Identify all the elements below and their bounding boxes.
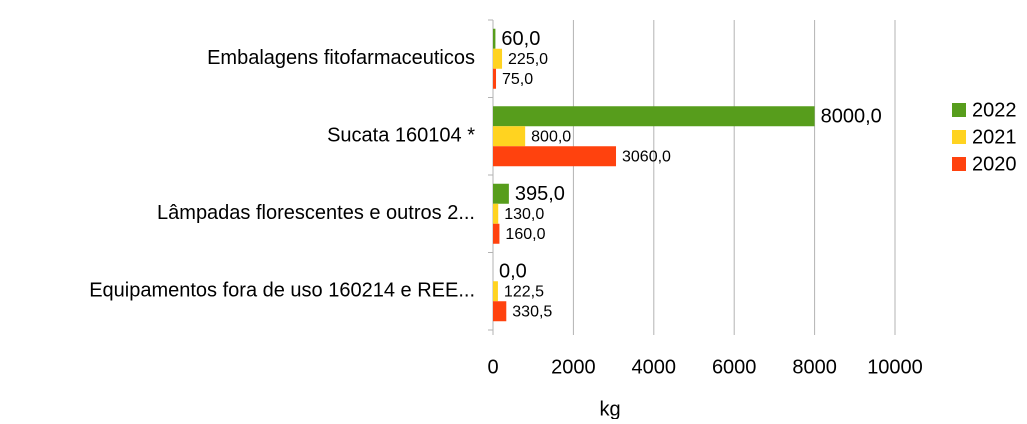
- x-tick-label: 4000: [632, 356, 677, 378]
- bar: [493, 68, 497, 89]
- value-label: 395,0: [515, 183, 565, 205]
- value-label: 0,0: [499, 261, 527, 283]
- legend-label: 2022: [972, 99, 1017, 121]
- x-tick-label: 0: [487, 356, 498, 378]
- x-tick-label: 8000: [792, 356, 837, 378]
- bar: [493, 183, 509, 204]
- value-label: 3060,0: [622, 148, 671, 165]
- value-label: 330,5: [512, 303, 552, 320]
- y-tick-label: Sucata 160104 *: [327, 125, 475, 147]
- x-tick-label: 10000: [867, 356, 923, 378]
- bar: [493, 28, 496, 49]
- bar: [493, 48, 503, 69]
- legend-swatch: [952, 103, 966, 117]
- legend-swatch: [952, 130, 966, 144]
- x-tick-label: 6000: [712, 356, 757, 378]
- value-label: 800,0: [531, 128, 571, 145]
- value-label: 75,0: [502, 71, 533, 88]
- value-label: 122,5: [504, 283, 544, 300]
- y-tick-label: Equipamentos fora de uso 160214 e REE...: [89, 280, 475, 302]
- legend-label: 2020: [972, 153, 1017, 175]
- legend-label: 2021: [972, 126, 1017, 148]
- legend-swatch: [952, 157, 966, 171]
- value-label: 130,0: [504, 206, 544, 223]
- bar: [493, 106, 815, 127]
- bar: [493, 203, 499, 224]
- bar: [493, 126, 526, 147]
- y-tick-label: Embalagens fitofarmaceuticos: [207, 47, 475, 69]
- value-label: 160,0: [505, 226, 545, 243]
- value-label: 8000,0: [821, 106, 882, 128]
- y-tick-label: Lâmpadas florescentes e outros 2...: [157, 202, 475, 224]
- x-tick-label: 2000: [551, 356, 596, 378]
- bar: [493, 146, 617, 167]
- bar: [493, 223, 500, 244]
- bar: [493, 281, 498, 302]
- bar: [493, 301, 507, 322]
- x-axis-label: kg: [599, 398, 620, 419]
- value-label: 225,0: [508, 51, 548, 68]
- value-label: 60,0: [501, 28, 540, 50]
